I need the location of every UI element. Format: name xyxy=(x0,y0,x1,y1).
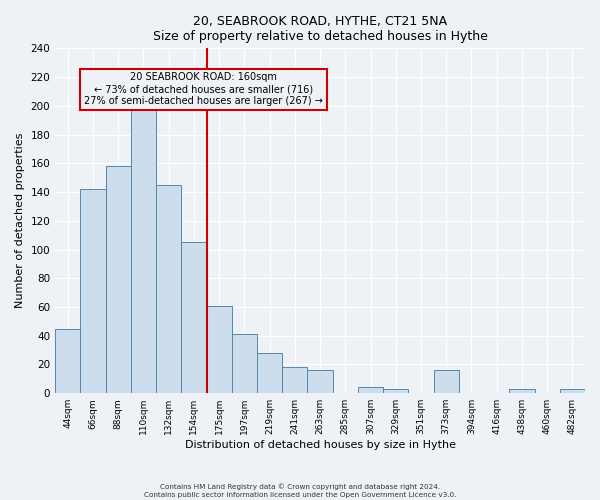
Bar xyxy=(307,370,332,393)
Text: Contains HM Land Registry data © Crown copyright and database right 2024.
Contai: Contains HM Land Registry data © Crown c… xyxy=(144,484,456,498)
Bar xyxy=(560,389,585,393)
Bar xyxy=(282,368,307,393)
Bar xyxy=(434,370,459,393)
Bar xyxy=(181,242,206,393)
Bar xyxy=(383,389,409,393)
Bar xyxy=(106,166,131,393)
Bar xyxy=(156,185,181,393)
Bar xyxy=(206,306,232,393)
Y-axis label: Number of detached properties: Number of detached properties xyxy=(15,133,25,308)
Bar xyxy=(131,107,156,393)
Bar xyxy=(358,388,383,393)
Bar xyxy=(80,189,106,393)
Bar xyxy=(257,353,282,393)
X-axis label: Distribution of detached houses by size in Hythe: Distribution of detached houses by size … xyxy=(185,440,455,450)
Bar xyxy=(232,334,257,393)
Bar xyxy=(55,328,80,393)
Bar xyxy=(509,389,535,393)
Text: 20 SEABROOK ROAD: 160sqm
← 73% of detached houses are smaller (716)
27% of semi-: 20 SEABROOK ROAD: 160sqm ← 73% of detach… xyxy=(84,72,323,106)
Title: 20, SEABROOK ROAD, HYTHE, CT21 5NA
Size of property relative to detached houses : 20, SEABROOK ROAD, HYTHE, CT21 5NA Size … xyxy=(152,15,488,43)
